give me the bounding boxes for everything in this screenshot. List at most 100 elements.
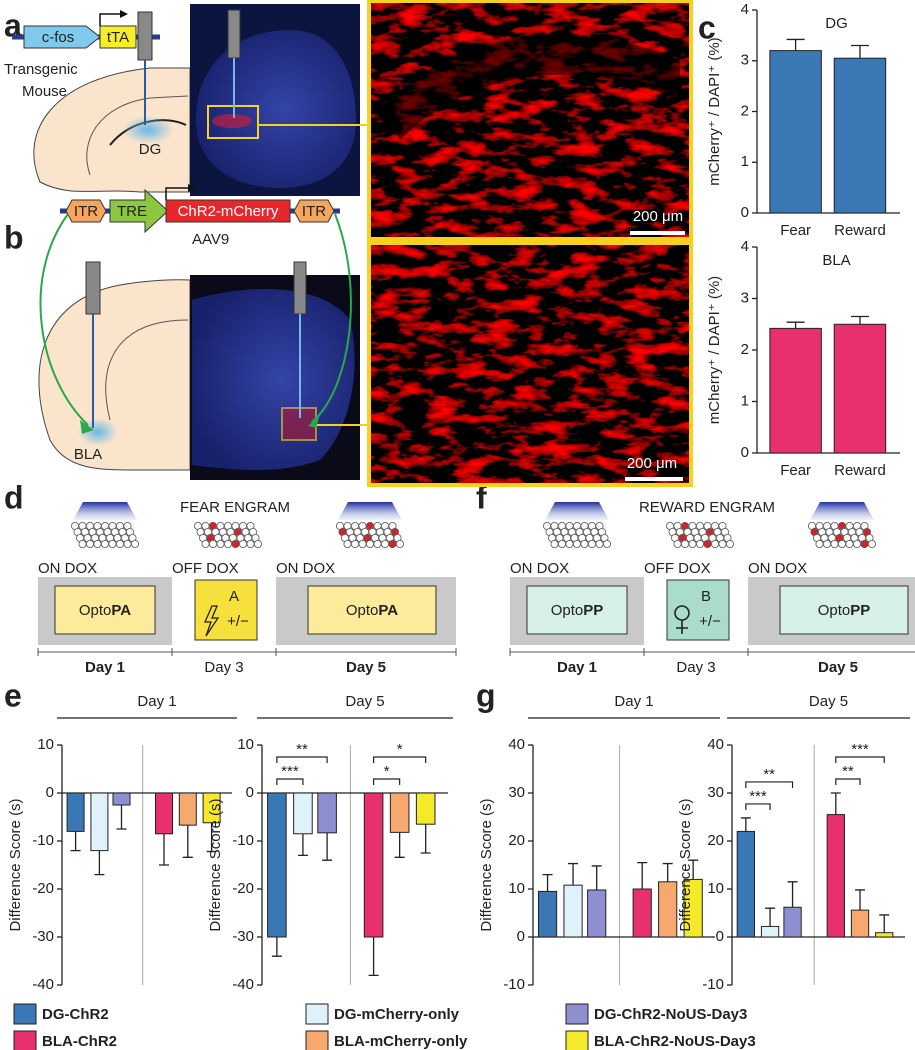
- diagram-title: REWARD ENGRAM: [639, 499, 775, 516]
- significance-bracket: [745, 781, 794, 788]
- context-prefix: Opto: [346, 602, 379, 619]
- promoter-shape: [23, 25, 101, 49]
- error-bar: [637, 861, 648, 889]
- injection-arrow: [311, 213, 352, 423]
- error-bar: [879, 914, 890, 933]
- y-tick-label: 40: [707, 736, 724, 753]
- significance-label: ***: [281, 763, 299, 780]
- bar: [783, 906, 802, 938]
- gene-label: ChR2-mCherry: [178, 203, 279, 220]
- panel-letter: e: [4, 677, 22, 713]
- y-tick-label: -20: [232, 880, 254, 897]
- bar: [736, 830, 755, 938]
- cell-icon: [868, 540, 877, 549]
- y-tick-label: -10: [232, 832, 254, 849]
- region-label: BLA: [74, 446, 102, 463]
- light-cone: [810, 502, 874, 520]
- y-tick-label: 2: [741, 341, 749, 358]
- error-bar: [662, 862, 673, 882]
- cell-icon: [343, 540, 352, 549]
- cell-icon: [253, 540, 262, 549]
- bar: [389, 792, 410, 833]
- bar: [826, 814, 845, 938]
- cell-icon: [565, 540, 574, 549]
- itr-shape: [293, 199, 335, 223]
- day-label: Day 1: [85, 659, 125, 676]
- error-bar: [420, 824, 431, 854]
- error-bar: [116, 805, 127, 830]
- error-bar: [297, 833, 308, 857]
- error-bar: [765, 907, 776, 927]
- dox-label: ON DOX: [748, 560, 807, 577]
- gene-label: tTA: [107, 29, 129, 46]
- error-bar: [850, 315, 869, 325]
- panel-letter: f: [476, 479, 487, 515]
- fluor-section: [192, 288, 355, 470]
- bar: [833, 57, 887, 214]
- bar: [587, 889, 607, 938]
- y-tick-label: 4: [741, 1, 749, 18]
- y-tick-label: 0: [46, 784, 54, 801]
- cell-icon: [550, 540, 559, 549]
- significance-label: ***: [749, 788, 767, 805]
- y-tick-label: 10: [37, 736, 54, 753]
- y-tick-label: 20: [707, 832, 724, 849]
- dox-label: ON DOX: [38, 560, 97, 577]
- significance-label: **: [763, 766, 775, 783]
- y-tick-label: 0: [716, 928, 724, 945]
- significance-bracket: [745, 803, 771, 810]
- error-bar: [70, 831, 81, 852]
- y-tick-label: -30: [32, 928, 54, 945]
- cell-icon: [688, 540, 697, 549]
- cell-icon: [681, 540, 690, 549]
- itr-label: ITR: [302, 203, 326, 220]
- cell-icon: [718, 540, 727, 549]
- y-tick-label: 3: [741, 289, 749, 306]
- chart-title: BLA: [822, 252, 850, 269]
- cell-icon: [108, 540, 117, 549]
- cell-icon: [726, 540, 735, 549]
- cell-icon: [201, 540, 210, 549]
- significance-label: **: [842, 763, 854, 780]
- scale-bar: [625, 477, 683, 481]
- fluor-section: [196, 30, 356, 188]
- significance-label: *: [384, 763, 390, 780]
- day-label: Day 5: [818, 659, 858, 676]
- optic-fiber: [137, 11, 153, 61]
- bar: [155, 792, 173, 835]
- bar: [90, 792, 109, 852]
- context-box: [779, 585, 909, 635]
- cell-icon: [231, 540, 240, 549]
- error-bar: [182, 825, 193, 858]
- gene-box: [165, 199, 291, 223]
- error-bar: [830, 792, 841, 815]
- cell-icon: [373, 540, 382, 549]
- chart-title: DG: [825, 15, 848, 32]
- context-bold: PP: [583, 602, 603, 619]
- bar: [293, 792, 313, 835]
- cell-icon: [101, 540, 110, 549]
- bar: [363, 792, 384, 938]
- cell-icon: [116, 540, 125, 549]
- cell-icon: [395, 540, 404, 549]
- y-tick-label: 0: [741, 444, 749, 461]
- us-label: +/−: [227, 613, 249, 630]
- error-bar: [368, 937, 379, 977]
- panel-letter: g: [476, 677, 496, 713]
- y-tick-label: -40: [232, 976, 254, 993]
- diagram-title: FEAR ENGRAM: [180, 499, 290, 516]
- cell-icon: [123, 540, 132, 549]
- y-tick-label: 4: [741, 238, 749, 255]
- error-bar: [322, 832, 333, 861]
- micrograph-texture: [371, 245, 689, 483]
- x-tick-label: Fear: [780, 462, 811, 479]
- context-box: [54, 585, 156, 635]
- context-label: OptoPP: [818, 602, 871, 619]
- light-cone: [545, 502, 609, 520]
- panel-letter: a: [4, 7, 22, 43]
- panel-letter: c: [698, 9, 716, 45]
- y-tick-label: 40: [508, 736, 525, 753]
- context-bold: PA: [378, 602, 398, 619]
- significance-bracket: [276, 756, 328, 763]
- cell-icon: [388, 540, 397, 549]
